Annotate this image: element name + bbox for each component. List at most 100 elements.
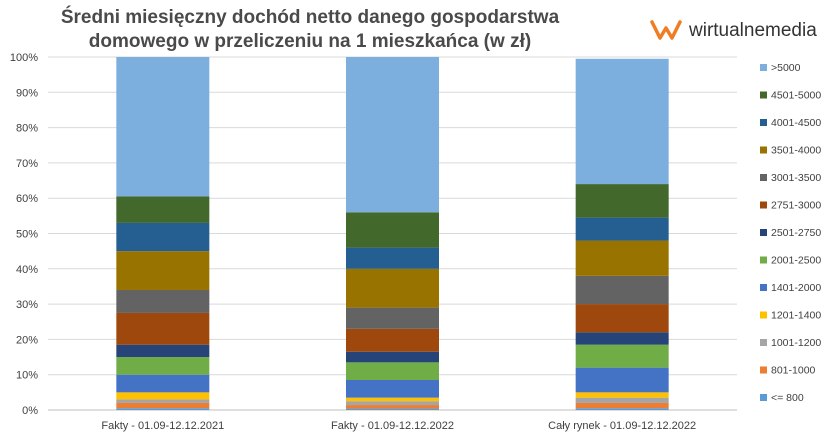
legend-swatch xyxy=(760,366,767,374)
x-axis-labels: Fakty - 01.09-12.12.2021 Fakty - 01.09-12… xyxy=(101,420,696,432)
legend-label: 4001-4500 xyxy=(771,117,821,129)
x-category-label: Fakty - 01.09-12.12.2021 xyxy=(101,420,224,432)
y-tick-label: 100% xyxy=(10,52,38,64)
legend-swatch xyxy=(760,394,767,401)
bar-segment xyxy=(346,328,439,352)
bar-segment xyxy=(116,222,210,252)
bar-segment xyxy=(346,57,439,213)
legend-swatch xyxy=(760,284,767,291)
bar-segment xyxy=(346,307,439,329)
legend: >5000 4501-5000 4001-4500 3501-4000 3001-350… xyxy=(760,62,821,404)
legend-swatch xyxy=(760,311,767,319)
bar-segment xyxy=(575,367,669,393)
y-tick-label: 80% xyxy=(16,123,38,135)
legend-label: 801-1000 xyxy=(771,365,816,377)
legend-item: 4501-5000 xyxy=(760,90,821,102)
bar-segment xyxy=(575,58,669,185)
legend-item: 2501-2750 xyxy=(760,227,821,239)
legend-label: 2001-2500 xyxy=(771,255,821,267)
bar-segment xyxy=(116,399,210,403)
bars xyxy=(116,57,669,410)
stacked-bar xyxy=(116,57,210,410)
x-category-label: Cały rynek - 01.09-12.12.2022 xyxy=(548,420,696,432)
y-axis-ticks: 0% 10% 20% 30% 40% 50% 60% 70% 80% 90% 100% xyxy=(10,52,38,417)
legend-label: 3001-3500 xyxy=(771,172,821,184)
bar-segment xyxy=(116,344,210,358)
legend-swatch xyxy=(760,174,767,181)
y-tick-label: 70% xyxy=(16,158,38,170)
legend-item: 1001-1200 xyxy=(760,337,821,349)
y-tick-label: 10% xyxy=(16,370,38,382)
bar-segment xyxy=(575,304,669,333)
bar-segment xyxy=(346,268,439,308)
stacked-bar xyxy=(575,58,669,410)
legend-item: 2751-3000 xyxy=(760,200,821,212)
bar-segment xyxy=(575,397,669,403)
legend-label: 3501-4000 xyxy=(771,145,821,157)
bar-segment xyxy=(116,312,210,345)
x-category-label: Fakty - 01.09-12.12.2022 xyxy=(331,420,454,432)
legend-label: 1201-1400 xyxy=(771,310,821,322)
legend-label: 1401-2000 xyxy=(771,282,821,294)
chart-title-line-2: domowego w przeliczeniu na 1 mieszkańca … xyxy=(89,31,531,52)
legend-swatch xyxy=(760,64,767,71)
bar-segment xyxy=(346,397,439,402)
bar-segment xyxy=(116,289,210,313)
bar-segment xyxy=(575,184,669,218)
bar-segment xyxy=(575,392,669,398)
legend-swatch xyxy=(760,91,767,99)
stacked-bar xyxy=(346,57,439,410)
bar-segment xyxy=(575,240,669,276)
legend-item: 3001-3500 xyxy=(760,172,821,184)
legend-swatch xyxy=(760,146,767,154)
bar-segment xyxy=(116,392,210,400)
bar-segment xyxy=(346,351,439,363)
brand-logo: wirtualnemedia xyxy=(650,20,817,41)
legend-item: <= 800 xyxy=(760,392,804,404)
bar-segment xyxy=(116,357,210,375)
chart-title-line-1: Średni miesięczny dochód netto danego go… xyxy=(61,6,560,28)
legend-swatch xyxy=(760,119,767,126)
legend-label: 1001-1200 xyxy=(771,337,821,349)
y-tick-label: 40% xyxy=(16,264,38,276)
legend-item: 4001-4500 xyxy=(760,117,821,129)
legend-label: <= 800 xyxy=(771,392,804,404)
bar-segment xyxy=(575,344,669,368)
bar-segment xyxy=(346,408,439,410)
brand-logo-icon xyxy=(650,20,682,40)
legend-item: 1401-2000 xyxy=(760,282,821,294)
legend-swatch xyxy=(760,229,767,236)
legend-label: 2501-2750 xyxy=(771,227,821,239)
bar-segment xyxy=(575,217,669,241)
bar-segment xyxy=(346,401,439,406)
bar-segment xyxy=(116,196,210,223)
y-tick-label: 30% xyxy=(16,299,38,311)
bar-segment xyxy=(116,251,210,290)
y-tick-label: 0% xyxy=(22,405,38,417)
legend-swatch xyxy=(760,201,767,209)
bar-segment xyxy=(575,332,669,345)
legend-item: 1201-1400 xyxy=(760,310,821,322)
bar-segment xyxy=(116,408,210,410)
bar-segment xyxy=(346,405,439,409)
bar-segment xyxy=(346,379,439,398)
legend-swatch xyxy=(760,339,767,346)
legend-label: 2751-3000 xyxy=(771,200,821,212)
legend-label: >5000 xyxy=(771,62,801,74)
y-tick-label: 50% xyxy=(16,229,38,241)
legend-item: 801-1000 xyxy=(760,365,816,377)
bar-segment xyxy=(575,402,669,409)
y-tick-label: 90% xyxy=(16,87,38,99)
legend-item: 2001-2500 xyxy=(760,255,821,267)
y-tick-label: 60% xyxy=(16,193,38,205)
legend-swatch xyxy=(760,256,767,264)
legend-item: 3501-4000 xyxy=(760,145,821,157)
bar-segment xyxy=(346,362,439,380)
bar-segment xyxy=(116,57,210,197)
y-tick-label: 20% xyxy=(16,334,38,346)
bar-segment xyxy=(116,402,210,409)
bar-segment xyxy=(346,247,439,269)
bar-segment xyxy=(575,408,669,410)
brand-name: wirtualnemedia xyxy=(688,20,817,41)
